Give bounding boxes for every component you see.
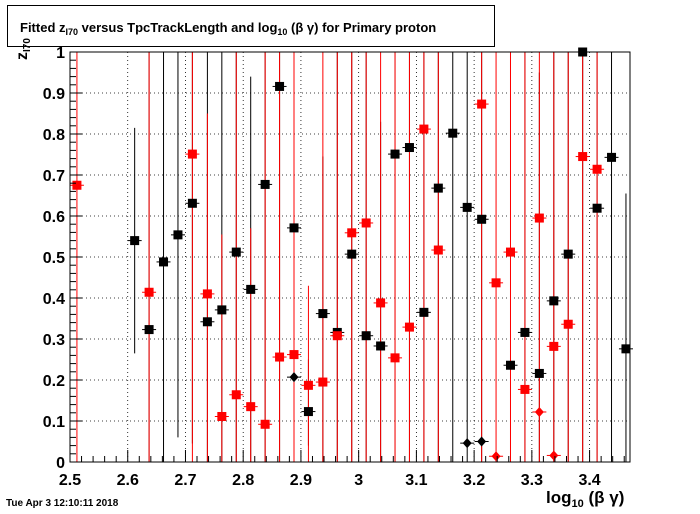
data-point-diamond: [534, 406, 544, 417]
x-tick-label: 2.6: [117, 472, 139, 489]
x-tick-label: 2.7: [174, 472, 196, 489]
y-tick-label: 0.8: [43, 127, 65, 144]
data-point: [376, 298, 386, 308]
data-point: [390, 353, 400, 363]
y-tick-label: 0.3: [43, 332, 65, 349]
data-point: [520, 384, 530, 394]
data-point-diamond: [491, 451, 501, 462]
data-point: [187, 149, 197, 159]
data-point-diamond: [462, 438, 472, 449]
data-point: [217, 411, 227, 421]
data-point: [419, 124, 429, 134]
data-point: [289, 223, 299, 233]
x-axis-label: log10 (β γ): [546, 488, 625, 510]
markers: [72, 47, 631, 462]
data-point: [404, 322, 414, 332]
data-point: [361, 331, 371, 341]
data-point: [491, 278, 501, 288]
data-point: [217, 305, 227, 315]
data-point: [549, 341, 559, 351]
data-point: [246, 402, 256, 412]
data-point: [563, 249, 573, 259]
data-point: [159, 257, 169, 267]
data-point: [72, 180, 82, 190]
x-tick-label: 2.9: [290, 472, 312, 489]
data-point: [231, 247, 241, 257]
data-point: [534, 213, 544, 223]
data-point: [303, 380, 313, 390]
y-tick-label: 0.7: [43, 168, 65, 185]
data-point: [433, 245, 443, 255]
data-point: [187, 198, 197, 208]
axis-ticks: 2.5 2.6 2.7 2.8 2.9 3 3.1 3.2 3.3 3.4 0 0.1 0.2 0.3 0.…: [43, 45, 625, 489]
data-point: [578, 152, 588, 162]
data-point-diamond: [289, 372, 299, 383]
data-point: [260, 179, 270, 189]
data-point: [246, 284, 256, 294]
data-point: [592, 164, 602, 174]
x-tick-label: 2.8: [232, 472, 254, 489]
chart-title: Fitted zI70 versus TpcTrackLength and lo…: [20, 20, 437, 37]
y-tick-label: 0.6: [43, 209, 65, 226]
data-point-diamond: [549, 450, 559, 461]
data-point: [433, 183, 443, 193]
data-point: [275, 81, 285, 91]
y-tick-label: 0.1: [43, 414, 65, 431]
y-tick-label: 1: [56, 45, 65, 62]
data-point: [303, 407, 313, 417]
timestamp: Tue Apr 3 12:10:11 2018: [6, 498, 119, 509]
data-point: [173, 230, 183, 240]
y-tick-label: 0.4: [43, 291, 65, 308]
data-point: [332, 331, 342, 341]
data-point: [202, 289, 212, 299]
data-point: [390, 149, 400, 159]
data-point: [361, 218, 371, 228]
data-point: [621, 344, 631, 354]
y-tick-label: 0.9: [43, 86, 65, 103]
data-point: [477, 214, 487, 224]
x-tick-label: 3: [354, 472, 363, 489]
data-point: [505, 247, 515, 257]
y-axis-label: zI70: [14, 38, 33, 60]
data-point: [462, 202, 472, 212]
y-tick-label: 0.2: [43, 373, 65, 390]
data-point: [448, 128, 458, 138]
data-point: [592, 203, 602, 213]
error-bars: [69, 51, 633, 462]
data-point: [419, 307, 429, 317]
chart-title-box: Fitted zI70 versus TpcTrackLength and lo…: [7, 5, 495, 47]
data-point: [563, 319, 573, 329]
data-point: [318, 377, 328, 387]
data-point: [318, 309, 328, 319]
data-point: [144, 287, 154, 297]
data-point: [130, 236, 140, 246]
y-tick-label: 0: [56, 455, 65, 472]
data-point: [202, 317, 212, 327]
data-point: [347, 228, 357, 238]
data-point: [607, 152, 617, 162]
data-point: [549, 296, 559, 306]
x-tick-label: 3.1: [405, 472, 427, 489]
data-point: [376, 341, 386, 351]
data-point: [260, 419, 270, 429]
grid-layer: [70, 52, 630, 462]
data-point: [231, 390, 241, 400]
data-point: [289, 350, 299, 360]
data-point: [144, 325, 154, 335]
data-point: [275, 352, 285, 362]
x-tick-label: 3.4: [578, 472, 600, 489]
data-point: [347, 249, 357, 259]
data-point: [505, 360, 515, 370]
data-point: [404, 143, 414, 153]
data-point: [477, 99, 487, 109]
y-tick-label: 0.5: [43, 250, 65, 267]
x-tick-label: 3.2: [463, 472, 485, 489]
x-tick-label: 2.5: [59, 472, 81, 489]
data-point-diamond: [477, 436, 487, 447]
data-point: [520, 327, 530, 337]
x-tick-label: 3.3: [521, 472, 543, 489]
data-point: [534, 368, 544, 378]
